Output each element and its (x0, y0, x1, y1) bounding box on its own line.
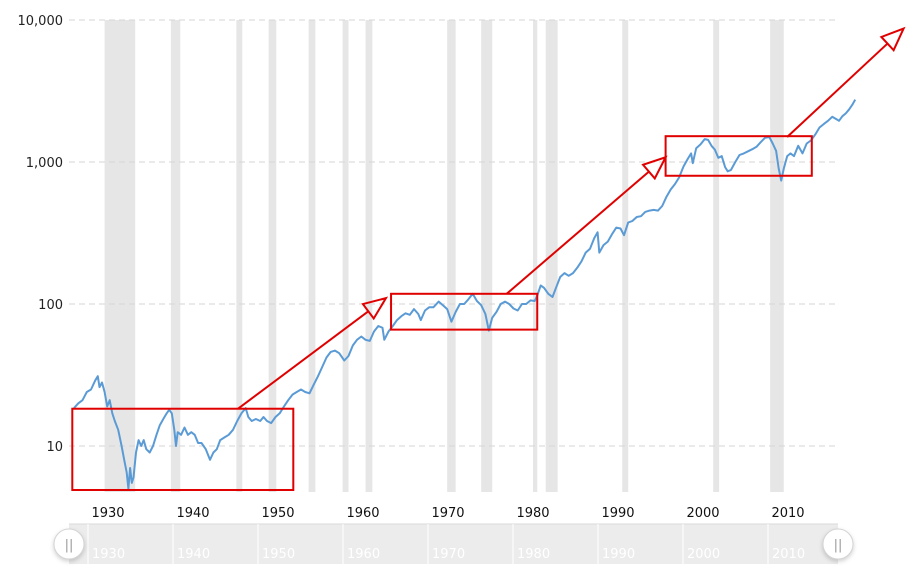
annotation-box (664, 135, 813, 177)
trend-arrow-shaft (786, 42, 889, 138)
recession-band (236, 20, 243, 492)
recession-bands (104, 20, 784, 492)
navigator-left-handle[interactable]: || (53, 528, 85, 560)
navigator-right-handle[interactable]: || (822, 528, 854, 560)
x-tick-label: 1970 (431, 506, 464, 521)
x-tick-label: 1950 (261, 506, 294, 521)
x-tick-label: 2000 (686, 506, 719, 521)
recession-band (770, 20, 784, 492)
navigator-tick-label: 1990 (602, 547, 635, 562)
gridlines (69, 19, 838, 447)
recession-band (342, 20, 349, 492)
x-tick-label: 1940 (176, 506, 209, 521)
navigator-tick-label: 1950 (262, 547, 295, 562)
recession-band (533, 20, 538, 492)
x-tick-label: 1930 (91, 506, 124, 521)
x-axis-labels: 1930 1940 1950 1960 1970 1980 1990 2000 2010 (91, 506, 804, 521)
trend-arrow-head-icon (361, 296, 389, 321)
y-tick-label: 1,000 (26, 156, 63, 171)
trend-arrow-head-icon (641, 155, 668, 181)
recession-band (365, 20, 373, 492)
y-axis-labels: 10,000 1,000 100 10 (18, 14, 64, 455)
navigator-tick-label: 1940 (177, 547, 210, 562)
x-tick-label: 2010 (771, 506, 804, 521)
x-tick-label: 1990 (601, 506, 634, 521)
y-tick-label: 10 (46, 440, 63, 455)
navigator-track[interactable] (69, 524, 838, 564)
navigator-ticks: 1930 1940 1950 1960 1970 1980 1990 2000 2010 (87, 524, 805, 564)
trend-arrow-shaft (505, 170, 650, 295)
navigator-tick-label: 1970 (432, 547, 465, 562)
navigator[interactable]: 1930 1940 1950 1960 1970 1980 1990 2000 2010 || … (53, 523, 854, 564)
annotation-box (390, 292, 539, 331)
navigator-tick-label: 1980 (517, 547, 550, 562)
x-tick-label: 1980 (516, 506, 549, 521)
annotations (71, 26, 906, 491)
left-handle-grip-icon: || (65, 538, 74, 553)
recession-band (308, 20, 316, 492)
annotation-box (71, 407, 295, 491)
navigator-tick-label: 1930 (92, 547, 125, 562)
navigator-tick-label: 1960 (347, 547, 380, 562)
recession-band (447, 20, 456, 492)
navigator-tick-label: 2010 (772, 547, 805, 562)
right-handle-grip-icon: || (834, 538, 843, 553)
recession-band (481, 20, 493, 492)
recession-band (104, 20, 136, 492)
y-tick-label: 100 (38, 298, 63, 313)
price-line (73, 99, 857, 490)
recession-band (268, 20, 277, 492)
trend-arrow-shaft (237, 310, 369, 410)
navigator-tick-label: 2000 (687, 547, 720, 562)
y-tick-label: 10,000 (18, 14, 64, 29)
trend-arrow-head-icon (879, 26, 906, 52)
x-tick-label: 1960 (346, 506, 379, 521)
recession-band (622, 20, 629, 492)
recession-band (170, 20, 181, 492)
recession-band (713, 20, 720, 492)
